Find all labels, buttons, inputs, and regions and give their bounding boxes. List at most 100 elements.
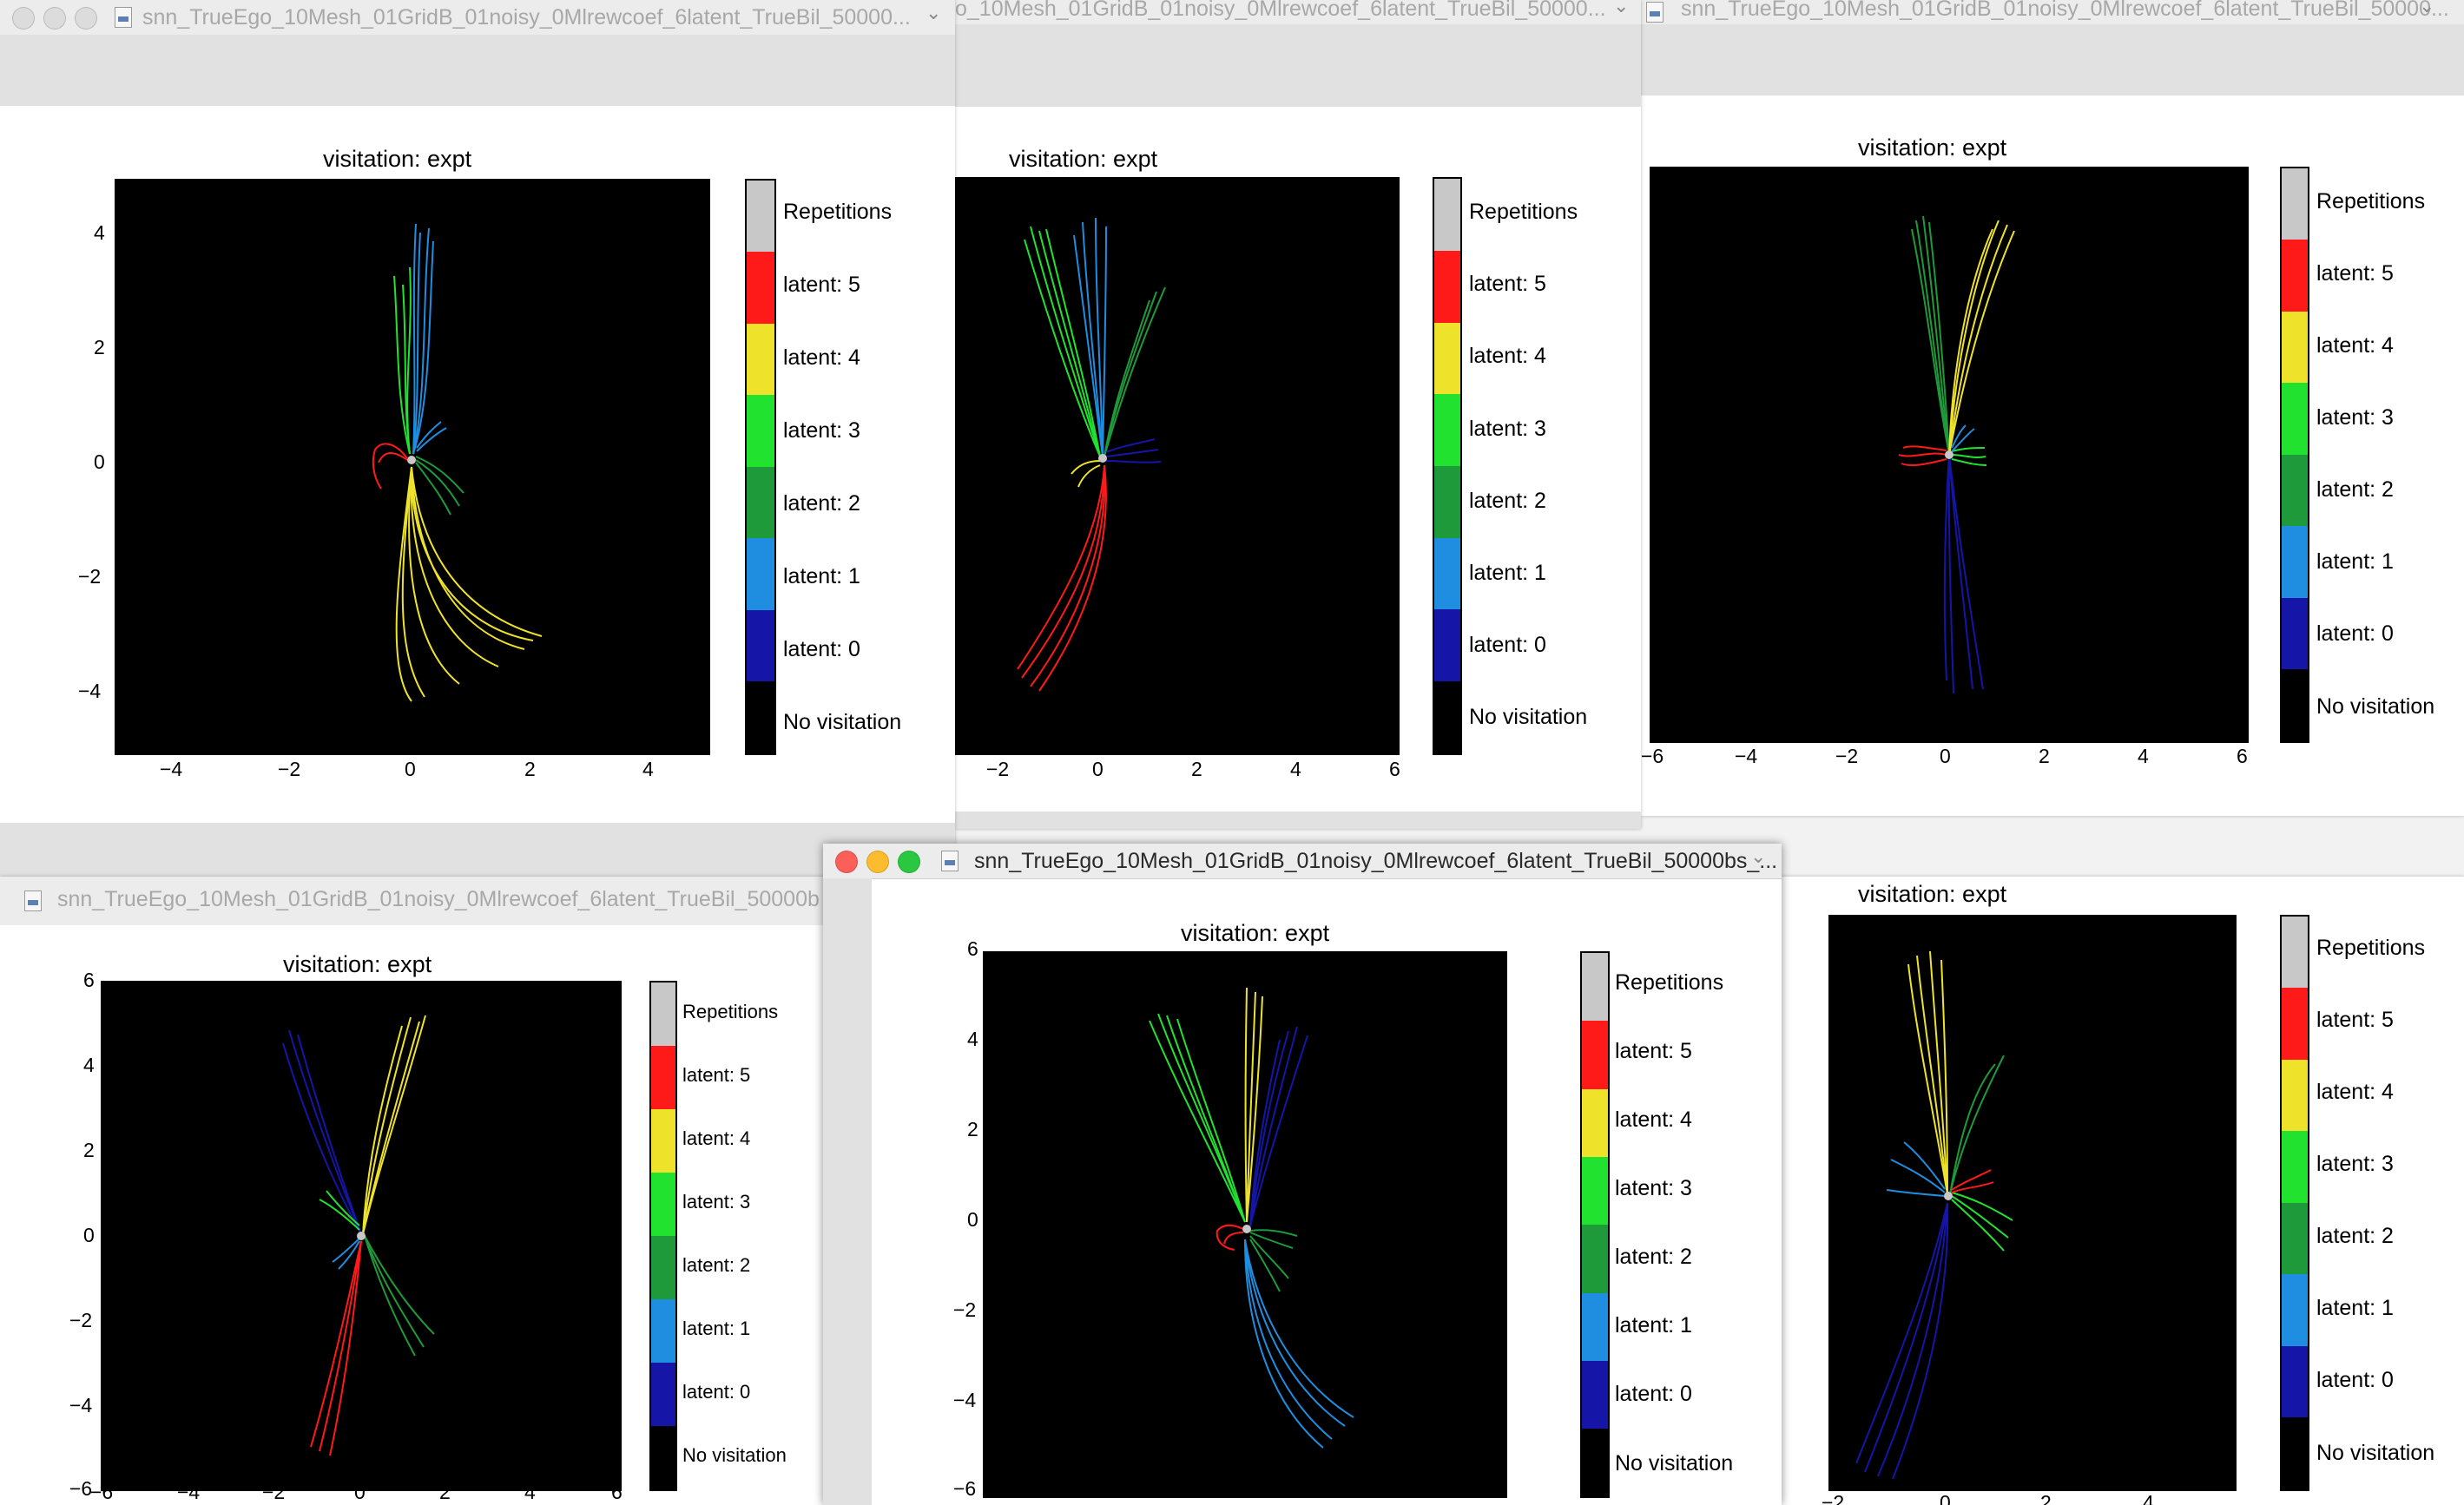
title-bar[interactable]: snn_TrueEgo_10Mesh_01GridB_01noisy_0Mlre… (823, 844, 1782, 879)
y-tick: 6 (83, 969, 95, 991)
series-latent-5 (310, 1240, 362, 1456)
minimize-button[interactable] (866, 851, 889, 873)
colorbar-repetitions (2282, 917, 2308, 988)
colorbar-no-visitation (747, 681, 774, 753)
series-latent-0 (1855, 1202, 1949, 1480)
colorbar-latent-3 (747, 395, 774, 467)
colorbar-label: latent: 5 (2316, 261, 2394, 286)
colorbar-label: latent: 4 (682, 1127, 751, 1149)
colorbar-latent-3 (1582, 1157, 1608, 1225)
series-latent-3 (1951, 1192, 2013, 1252)
colorbar-label: Repetitions (1615, 970, 1724, 995)
colorbar-latent-0 (2282, 1346, 2308, 1417)
colorbar-label: latent: 4 (1469, 344, 1546, 368)
chevron-down-icon[interactable]: ⌄ (1750, 845, 1767, 867)
series-latent-5 (372, 443, 408, 490)
close-button[interactable] (12, 7, 35, 30)
colorbar-label: latent: 5 (783, 273, 860, 297)
title-bar[interactable]: snn_TrueEgo_10Mesh_01GridB_01noisy_0Mlre… (1641, 0, 2464, 25)
colorbar-latent-4 (2282, 312, 2308, 383)
trajectory-plot (372, 223, 543, 702)
y-tick: −6 (69, 1477, 93, 1500)
chevron-down-icon[interactable]: ⌄ (1613, 0, 1630, 16)
colorbar-label: latent: 4 (2316, 333, 2394, 358)
chevron-down-icon[interactable]: ⌄ (926, 2, 942, 23)
colorbar-label: latent: 0 (682, 1381, 751, 1403)
colorbar-label: latent: 0 (783, 637, 860, 661)
document-icon (1646, 2, 1664, 23)
series-latent-2 (1911, 215, 1950, 456)
x-tick: −2 (1822, 1491, 1845, 1505)
colorbar-label: Repetitions (1469, 200, 1578, 224)
title-bar[interactable]: snn_TrueEgo_10Mesh_01GridB_01noisy_0Mlre… (0, 877, 829, 926)
repetitions-origin (1944, 1192, 1953, 1200)
trajectory-plot (282, 1015, 435, 1456)
series-latent-2 (1949, 1055, 2005, 1195)
colorbar-label: latent: 2 (1615, 1245, 1692, 1269)
colorbar-label: latent: 3 (783, 418, 860, 443)
x-tick: −2 (262, 1481, 286, 1503)
x-tick: −4 (160, 758, 183, 780)
colorbar-latent-0 (747, 610, 774, 681)
series-latent-3 (1951, 447, 1987, 466)
colorbar-latent-3 (2282, 383, 2308, 455)
series-latent-0 (282, 1029, 362, 1235)
close-button[interactable] (835, 851, 858, 873)
x-tick: −2 (986, 758, 1010, 780)
plot-axes (1650, 167, 2249, 743)
y-tick: 4 (967, 1028, 978, 1050)
y-tick: −2 (78, 565, 102, 588)
x-tick: 6 (1389, 758, 1400, 780)
y-tick: −6 (953, 1477, 977, 1500)
x-tick: 4 (2138, 745, 2149, 767)
colorbar-label: latent: 3 (2316, 1152, 2394, 1176)
colorbar-label: No visitation (2316, 694, 2435, 719)
y-tick: −4 (69, 1394, 93, 1416)
x-tick: −6 (90, 1481, 114, 1503)
colorbar-no-visitation (2282, 1417, 2308, 1489)
minimize-button[interactable] (43, 7, 66, 30)
colorbar-label: latent: 1 (1469, 561, 1546, 585)
x-tick: 6 (611, 1481, 623, 1503)
repetitions-origin (407, 456, 416, 464)
x-tick: 2 (2039, 745, 2050, 767)
repetitions-origin (1242, 1225, 1251, 1233)
title-bar[interactable]: o_10Mesh_01GridB_01noisy_0Mlrewcoef_6lat… (955, 0, 1641, 25)
y-tick: −2 (69, 1309, 93, 1331)
y-tick: 2 (94, 336, 105, 358)
series-latent-5 (1951, 1169, 1994, 1193)
series-latent-4 (1244, 987, 1263, 1223)
colorbar-latent-0 (651, 1363, 675, 1426)
colorbar (1580, 951, 1610, 1498)
colorbar-latent-5 (2282, 988, 2308, 1060)
y-tick: 0 (967, 1208, 978, 1231)
zoom-button[interactable] (898, 851, 920, 873)
title-bar[interactable]: snn_TrueEgo_10Mesh_01GridB_01noisy_0Mlre… (0, 0, 955, 36)
colorbar-latent-2 (1582, 1225, 1608, 1293)
toolbar (0, 35, 955, 106)
series-latent-4 (395, 466, 543, 702)
colorbar-no-visitation (651, 1426, 675, 1489)
zoom-button[interactable] (75, 7, 97, 30)
colorbar-latent-2 (651, 1236, 675, 1299)
x-tick: 2 (439, 1481, 451, 1503)
colorbar-latent-5 (1434, 251, 1460, 323)
colorbar-latent-3 (651, 1173, 675, 1236)
series-latent-0 (1105, 438, 1162, 463)
trajectory-plot (1149, 987, 1354, 1449)
toolbar (955, 24, 1641, 107)
colorbar-repetitions (747, 181, 774, 252)
plot-window-3: snn_TrueEgo_10Mesh_01GridB_01noisy_0Mlre… (1641, 0, 2464, 816)
chevron-down-icon[interactable]: ⌄ (2419, 0, 2435, 16)
colorbar-latent-0 (1582, 1361, 1608, 1429)
colorbar-label: latent: 5 (2316, 1008, 2394, 1032)
colorbar-label: Repetitions (682, 1001, 779, 1022)
colorbar-latent-4 (2282, 1060, 2308, 1131)
colorbar-latent-5 (1582, 1021, 1608, 1089)
series-latent-1-short (416, 421, 447, 452)
colorbar-no-visitation (2282, 669, 2308, 741)
plot-title: visitation: expt (1009, 146, 1158, 172)
series-latent-3 (1024, 226, 1101, 457)
series-latent-5 (1017, 464, 1107, 692)
colorbar-repetitions (1582, 953, 1608, 1021)
